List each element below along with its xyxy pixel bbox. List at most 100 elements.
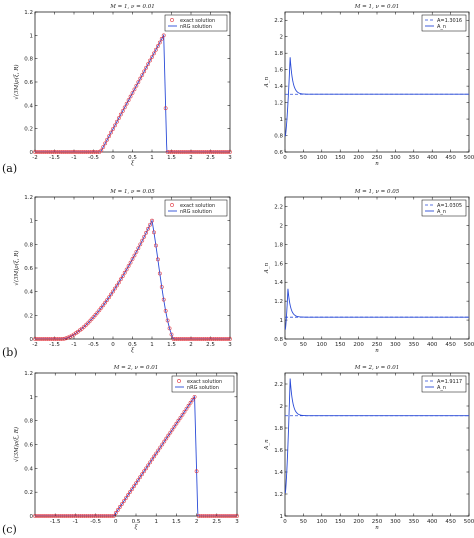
exact-point (165, 150, 170, 154)
legend-box (421, 199, 467, 217)
exact-point (87, 319, 92, 324)
exact-point (228, 337, 232, 341)
legend-label-an: A_n (437, 385, 446, 391)
exact-point (188, 400, 193, 405)
exact-point (204, 337, 209, 341)
exact-point (150, 218, 154, 223)
plot-frame (284, 196, 470, 340)
exact-point (47, 514, 52, 518)
exact-point (167, 326, 172, 331)
exact-point (59, 514, 64, 518)
legend-label-exact: exact solution (180, 18, 215, 24)
exact-point (214, 514, 219, 518)
exact-point (126, 264, 131, 268)
exact-point (35, 337, 39, 341)
exact-point (52, 150, 57, 154)
x-tick-label: 200 (353, 155, 364, 161)
exact-point (206, 337, 211, 341)
exact-point (140, 73, 145, 77)
exact-point (218, 150, 223, 154)
exact-point (189, 337, 193, 341)
legend-label-an: A_n (437, 209, 446, 215)
panel-label-a: (a) (2, 162, 17, 175)
exact-point (157, 40, 162, 45)
exact-point (130, 257, 135, 261)
exact-point (138, 76, 143, 81)
x-tick-label: 1.5 (167, 155, 176, 161)
x-tick-label: 450 (445, 342, 456, 348)
exact-point (176, 418, 181, 423)
x-tick-label: 2.5 (212, 519, 221, 525)
x-tick-label: 450 (445, 519, 456, 525)
exact-point (115, 283, 119, 288)
y-tick-label: 1.6 (274, 68, 283, 74)
exact-point (105, 298, 110, 302)
x-tick-label: 100 (317, 342, 328, 348)
exact-point (83, 514, 88, 518)
x-tick-label: 2 (195, 519, 199, 525)
exact-point (109, 130, 113, 135)
exact-point (33, 150, 37, 154)
exact-point (212, 514, 217, 518)
x-tick-label: -0.5 (88, 342, 99, 348)
exact-point (189, 150, 193, 154)
exact-point (113, 123, 117, 128)
y-tick-label: 1 (280, 318, 284, 324)
exact-point (191, 337, 195, 341)
exact-point (91, 514, 96, 518)
x-tick-label: -0.5 (88, 155, 99, 161)
series-an-line (285, 57, 469, 137)
y-axis-label: A_n (264, 76, 270, 88)
exact-point (196, 337, 201, 341)
exact-point (156, 448, 161, 453)
exact-point (224, 337, 228, 341)
exact-point (194, 469, 199, 474)
exact-point (177, 150, 182, 154)
exact-point (159, 285, 164, 289)
x-tick-label: 0 (283, 155, 287, 161)
exact-point (99, 305, 104, 310)
exact-point (81, 150, 86, 154)
exact-point (175, 337, 180, 341)
exact-point (71, 514, 76, 518)
x-tick-label: 150 (335, 155, 346, 161)
exact-point (132, 87, 137, 92)
exact-point (118, 277, 123, 282)
x-axis-label: ξ (131, 161, 135, 167)
x-tick-label: 0 (114, 519, 118, 525)
chart-title: M = 2, ν = 0.01 (354, 365, 399, 371)
exact-point (163, 106, 168, 111)
exact-point (187, 150, 191, 154)
legend-label-nrg: nRG solution (180, 24, 212, 30)
legend-label-exact: exact solution (187, 379, 222, 385)
y-axis-label: √(3M)ρ(ξ, R) (13, 64, 20, 99)
exact-point (168, 430, 173, 435)
y-tick-label: 0.2 (24, 313, 33, 319)
y-tick-label: 0.8 (24, 419, 33, 425)
exact-point (35, 150, 39, 154)
exact-point (204, 150, 209, 154)
exact-point (58, 337, 63, 341)
y-tick-label: 0.4 (24, 290, 33, 296)
exact-point (128, 490, 132, 495)
x-tick-label: 200 (353, 519, 364, 525)
exact-point (142, 469, 146, 474)
exact-point (198, 514, 203, 518)
exact-point (53, 514, 58, 518)
exact-point (40, 150, 45, 154)
exact-point (37, 337, 41, 341)
exact-point (152, 51, 156, 56)
exact-point (182, 409, 187, 414)
y-axis-label: A_n (264, 262, 270, 274)
x-tick-label: 350 (409, 155, 420, 161)
exact-point (87, 514, 92, 518)
y-tick-label: 1.4 (274, 280, 283, 286)
x-tick-label: 450 (445, 155, 456, 161)
exact-point (212, 337, 217, 341)
exact-point (120, 274, 125, 278)
y-tick-label: 1.4 (274, 84, 283, 90)
exact-point (158, 445, 163, 450)
x-tick-label: 250 (372, 519, 383, 525)
y-axis-label: √(3M)ρ(ξ, R) (13, 250, 20, 285)
exact-point (93, 150, 98, 154)
